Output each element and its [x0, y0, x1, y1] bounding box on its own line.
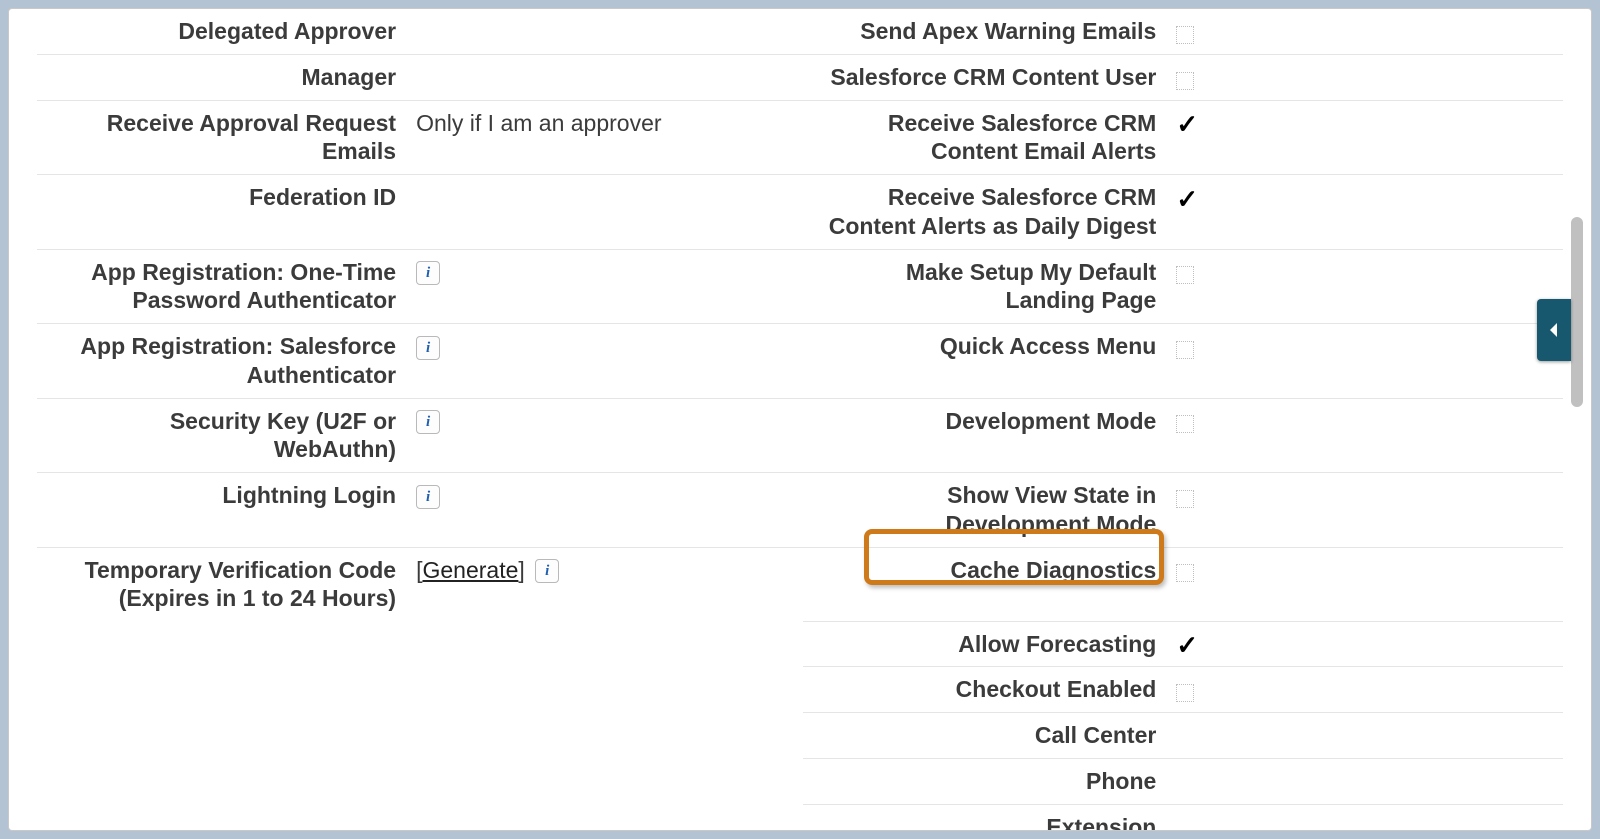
checkbox-quick-access-menu[interactable] [1176, 341, 1194, 359]
label-allow-forecasting-text: Allow Forecasting [958, 631, 1156, 657]
label-delegated-approver: Delegated Approver [37, 9, 406, 54]
detail-content: Delegated Approver Send Apex Warning Ema… [9, 9, 1591, 830]
value-receive-approval-emails: Only if I am an approver [406, 100, 803, 175]
checkbox-cache-diagnostics[interactable] [1176, 564, 1194, 582]
label-security-key: Security Key (U2F or WebAuthn) [37, 398, 406, 473]
value-quick-access-menu [1166, 324, 1563, 399]
collapse-panel-tab[interactable] [1537, 299, 1571, 361]
label-crm-daily-digest: Receive Salesforce CRM Content Alerts as… [803, 175, 1167, 250]
value-call-center [1166, 713, 1563, 759]
value-checkout-enabled [1166, 667, 1563, 713]
value-temp-code: [Generate] i [406, 547, 803, 621]
label-send-apex-warning: Send Apex Warning Emails [803, 9, 1167, 54]
value-setup-default-landing [1166, 249, 1563, 324]
value-crm-email-alerts: ✓ [1166, 100, 1563, 175]
value-app-reg-otp: i [406, 249, 803, 324]
user-detail-panel: Delegated Approver Send Apex Warning Ema… [8, 8, 1592, 831]
label-allow-forecasting: Allow Forecasting [803, 621, 1167, 667]
label-crm-content-user: Salesforce CRM Content User [803, 54, 1167, 100]
info-icon[interactable]: i [416, 485, 440, 509]
value-delegated-approver [406, 9, 803, 54]
checkbox-checkout-enabled[interactable] [1176, 684, 1194, 702]
scrollbar-thumb[interactable] [1571, 217, 1583, 407]
checkmark-crm-email-alerts[interactable]: ✓ [1176, 111, 1198, 137]
label-quick-access-menu: Quick Access Menu [803, 324, 1167, 399]
checkmark-crm-daily-digest[interactable]: ✓ [1176, 186, 1198, 212]
value-lightning-login: i [406, 473, 803, 548]
info-icon[interactable]: i [416, 410, 440, 434]
label-phone: Phone [803, 758, 1167, 804]
value-cache-diagnostics [1166, 547, 1563, 621]
value-security-key: i [406, 398, 803, 473]
label-federation-id: Federation ID [37, 175, 406, 250]
generate-bracket-close: ] [518, 557, 524, 583]
info-icon[interactable]: i [416, 336, 440, 360]
info-icon[interactable]: i [416, 261, 440, 285]
label-temp-code: Temporary Verification Code (Expires in … [37, 547, 406, 621]
value-crm-daily-digest: ✓ [1166, 175, 1563, 250]
label-call-center: Call Center [803, 713, 1167, 759]
label-manager: Manager [37, 54, 406, 100]
label-app-reg-otp: App Registration: One-Time Password Auth… [37, 249, 406, 324]
user-detail-table: Delegated Approver Send Apex Warning Ema… [37, 9, 1563, 830]
label-receive-approval-emails: Receive Approval Request Emails [37, 100, 406, 175]
checkbox-setup-default-landing[interactable] [1176, 266, 1194, 284]
value-federation-id [406, 175, 803, 250]
label-checkout-enabled: Checkout Enabled [803, 667, 1167, 713]
label-setup-default-landing: Make Setup My Default Landing Page [803, 249, 1167, 324]
label-app-reg-sf: App Registration: Salesforce Authenticat… [37, 324, 406, 399]
checkbox-show-view-state[interactable] [1176, 490, 1194, 508]
value-allow-forecasting: ✓ [1166, 621, 1563, 667]
label-lightning-login: Lightning Login [37, 473, 406, 548]
checkmark-allow-forecasting[interactable]: ✓ [1176, 632, 1198, 658]
checkbox-send-apex-warning[interactable] [1176, 26, 1194, 44]
value-show-view-state [1166, 473, 1563, 548]
label-cache-diagnostics: Cache Diagnostics [803, 547, 1167, 621]
label-development-mode: Development Mode [803, 398, 1167, 473]
checkbox-crm-content-user[interactable] [1176, 72, 1194, 90]
checkbox-development-mode[interactable] [1176, 415, 1194, 433]
value-phone [1166, 758, 1563, 804]
label-extension: Extension [803, 804, 1167, 830]
chevron-left-icon [1547, 321, 1561, 339]
value-send-apex-warning [1166, 9, 1563, 54]
info-icon[interactable]: i [535, 559, 559, 583]
value-crm-content-user [1166, 54, 1563, 100]
generate-link[interactable]: Generate [422, 557, 518, 583]
label-show-view-state: Show View State in Development Mode [803, 473, 1167, 548]
value-extension [1166, 804, 1563, 830]
vertical-scrollbar[interactable] [1567, 9, 1585, 830]
value-app-reg-sf: i [406, 324, 803, 399]
label-crm-email-alerts: Receive Salesforce CRM Content Email Ale… [803, 100, 1167, 175]
value-development-mode [1166, 398, 1563, 473]
value-manager [406, 54, 803, 100]
